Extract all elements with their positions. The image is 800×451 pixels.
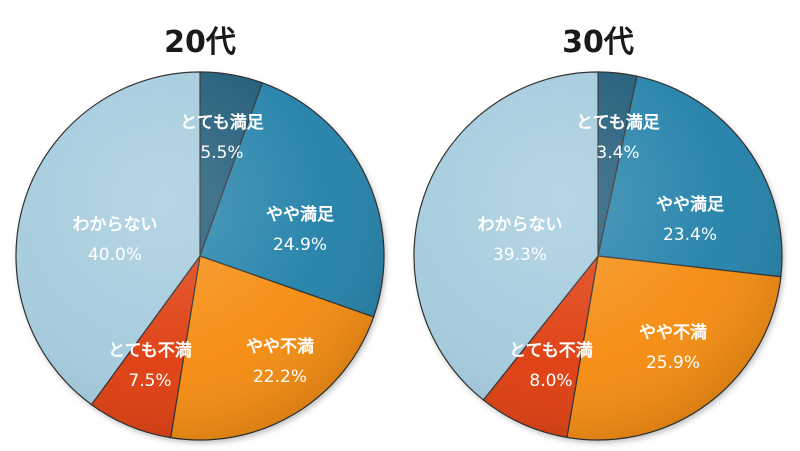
slice-value-very-dissatisfied-30s: 8.0% (529, 371, 572, 391)
slice-value-somewhat-dissatisfied-20s: 22.2% (253, 367, 307, 387)
pie-slice-somewhat-dissatisfied-30s (566, 255, 782, 441)
pie-labels-30s: とても満足 3.4% やや満足 23.4% やや不満 25.9% とても不満 8.0% わからな… (478, 112, 725, 391)
slice-label-very-satisfied-20s: とても満足 (180, 112, 264, 133)
slice-value-unknown-20s: 40.0% (88, 245, 142, 265)
slice-value-somewhat-dissatisfied-30s: 25.9% (646, 353, 700, 373)
pie-labels-20s: とても満足 5.5% やや満足 24.9% やや不満 22.2% とても不満 7.5% わからな… (73, 112, 335, 391)
slice-label-very-dissatisfied-30s: とても不満 (509, 340, 593, 361)
chart-title-30s: 30代 (562, 25, 634, 60)
slice-value-very-dissatisfied-20s: 7.5% (128, 371, 171, 391)
slice-label-unknown-30s: わからない (478, 215, 563, 235)
pie-chart-20s: 20代 とても満足 5.5% やや満足 24.9% やや不満 22.2% とても不満 7.5%… (15, 25, 385, 441)
slice-label-very-satisfied-30s: とても満足 (576, 112, 660, 133)
slice-value-somewhat-satisfied-20s: 24.9% (273, 235, 327, 255)
slice-value-unknown-30s: 39.3% (493, 245, 547, 265)
slice-label-unknown-20s: わからない (73, 215, 158, 235)
slice-value-very-satisfied-30s: 3.4% (596, 143, 639, 163)
slice-label-somewhat-dissatisfied-30s: やや不満 (639, 322, 707, 343)
slice-value-very-satisfied-20s: 5.5% (200, 143, 243, 163)
slice-value-somewhat-satisfied-30s: 23.4% (663, 225, 717, 245)
chart-title-20s: 20代 (164, 25, 236, 60)
slice-label-somewhat-satisfied-20s: やや満足 (266, 204, 334, 225)
slice-label-somewhat-dissatisfied-20s: やや不満 (246, 336, 314, 357)
slice-label-somewhat-satisfied-30s: やや満足 (656, 194, 724, 215)
slice-label-very-dissatisfied-20s: とても不満 (108, 340, 192, 361)
pie-chart-30s: 30代 とても満足 3.4% やや満足 23.4% やや不満 25.9% とても不満 8.0%… (413, 25, 783, 441)
